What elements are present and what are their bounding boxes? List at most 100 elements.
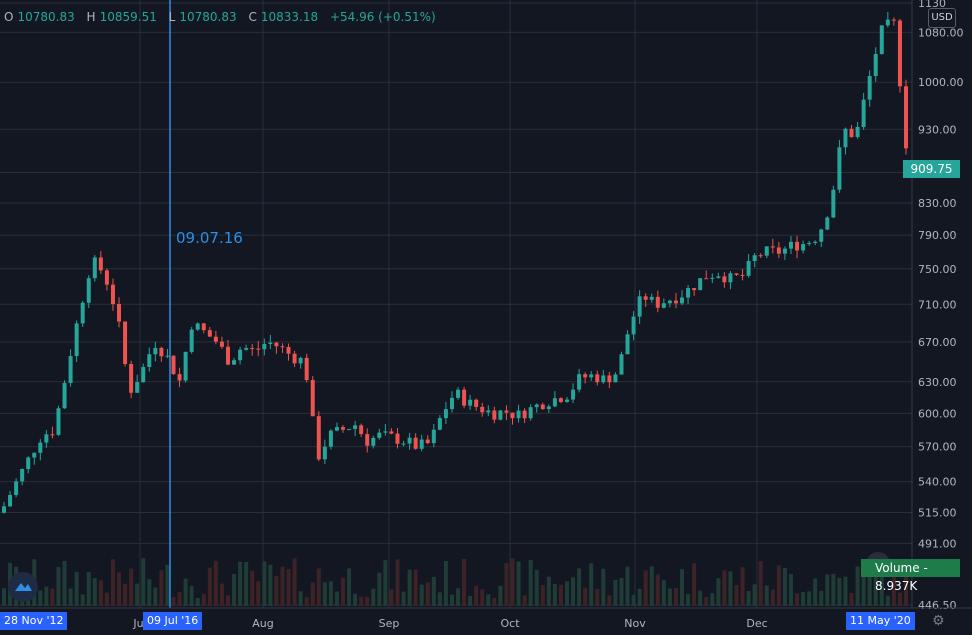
y-tick-label: 491.00 xyxy=(918,537,957,550)
candle-body xyxy=(637,296,642,317)
volume-bar xyxy=(788,574,793,606)
price-axis: 11301080.001000.00930.00870.00830.00790.… xyxy=(911,0,964,612)
volume-bar xyxy=(443,561,448,606)
volume-bar xyxy=(419,584,424,606)
candle xyxy=(619,351,624,375)
candle xyxy=(534,403,539,413)
volume-bar xyxy=(207,567,212,606)
candle xyxy=(843,127,848,155)
candle-body xyxy=(661,303,666,308)
candle-body xyxy=(825,217,830,230)
y-tick-label: 670.00 xyxy=(918,336,957,349)
volume-bar xyxy=(770,589,775,606)
candle xyxy=(86,274,91,309)
candle-body xyxy=(425,439,430,444)
volume-bar xyxy=(849,593,854,606)
candle-body xyxy=(56,408,61,435)
candle xyxy=(32,452,37,465)
candle-body xyxy=(86,278,91,303)
candle-body xyxy=(710,277,715,279)
candle-body xyxy=(365,434,370,446)
volume-bar xyxy=(280,566,285,606)
volume-bar xyxy=(328,581,333,606)
start-date-tag: 28 Nov '12 xyxy=(0,612,68,630)
volume-bar xyxy=(498,585,503,606)
volume-bar xyxy=(879,572,884,606)
candle-body xyxy=(213,336,218,342)
volume-bar xyxy=(129,568,134,606)
volume-bar xyxy=(782,567,787,606)
volume-bar xyxy=(904,565,908,606)
candle-body xyxy=(843,128,848,148)
candle-body xyxy=(704,278,709,280)
volume-bar xyxy=(673,588,678,606)
candle-body xyxy=(74,323,79,357)
volume-bar xyxy=(528,560,533,606)
candle xyxy=(219,336,224,349)
candle xyxy=(849,124,854,138)
candle xyxy=(897,18,902,93)
candle-body xyxy=(546,406,551,410)
candle-body xyxy=(837,147,842,190)
candle xyxy=(449,391,454,413)
candle xyxy=(655,290,660,313)
candle xyxy=(377,428,382,440)
candle-body xyxy=(492,410,497,420)
candle-body xyxy=(316,416,321,460)
candle-body xyxy=(353,425,358,430)
candle xyxy=(510,412,515,425)
volume-bar xyxy=(244,562,249,606)
candle xyxy=(558,397,563,404)
candle xyxy=(819,228,824,248)
candle-body xyxy=(855,126,860,138)
candle-body xyxy=(601,375,606,383)
currency-button[interactable]: USD xyxy=(928,8,956,28)
candle xyxy=(528,404,533,421)
candle xyxy=(861,92,866,130)
candle-body xyxy=(334,427,339,431)
candle xyxy=(649,293,654,303)
candle-body xyxy=(607,375,612,383)
candle xyxy=(62,380,67,409)
candle-body xyxy=(147,354,152,368)
candle-body xyxy=(310,380,315,417)
candle xyxy=(38,439,43,461)
candle-body xyxy=(341,427,346,430)
candle-body xyxy=(250,347,255,349)
volume-bar xyxy=(135,583,140,606)
volume-bar xyxy=(353,593,358,606)
volume-bar xyxy=(159,570,164,606)
candle xyxy=(673,293,678,309)
candle-body xyxy=(395,433,400,444)
volume-bar xyxy=(371,588,376,606)
candle xyxy=(564,397,569,403)
candle xyxy=(334,422,339,432)
volume-bar xyxy=(401,591,406,606)
volume-bar xyxy=(613,579,618,606)
candle-body xyxy=(879,25,884,54)
candle xyxy=(74,320,79,363)
candle xyxy=(801,240,806,254)
candle-body xyxy=(867,76,872,100)
gear-icon[interactable]: ⚙ xyxy=(932,613,945,629)
volume-bar xyxy=(752,584,757,606)
volume-bar xyxy=(607,595,612,606)
candle-body xyxy=(528,407,533,419)
time-axis: Jul Aug Sep Oct Nov Dec xyxy=(0,607,972,630)
candle-body xyxy=(807,242,812,245)
candle xyxy=(413,433,418,450)
candle xyxy=(141,363,146,383)
candle-body xyxy=(110,284,115,305)
volume-bar xyxy=(692,563,697,606)
candle-body xyxy=(716,276,721,278)
volume-bar xyxy=(347,568,352,606)
candlestick-series xyxy=(2,12,908,514)
volume-bar xyxy=(619,578,624,606)
candle xyxy=(286,343,291,361)
volume-bar xyxy=(758,561,763,606)
last-price-tag: 909.75 xyxy=(903,160,960,178)
volume-bar xyxy=(722,570,727,606)
logo-icon[interactable] xyxy=(8,572,38,602)
candle xyxy=(867,70,872,107)
